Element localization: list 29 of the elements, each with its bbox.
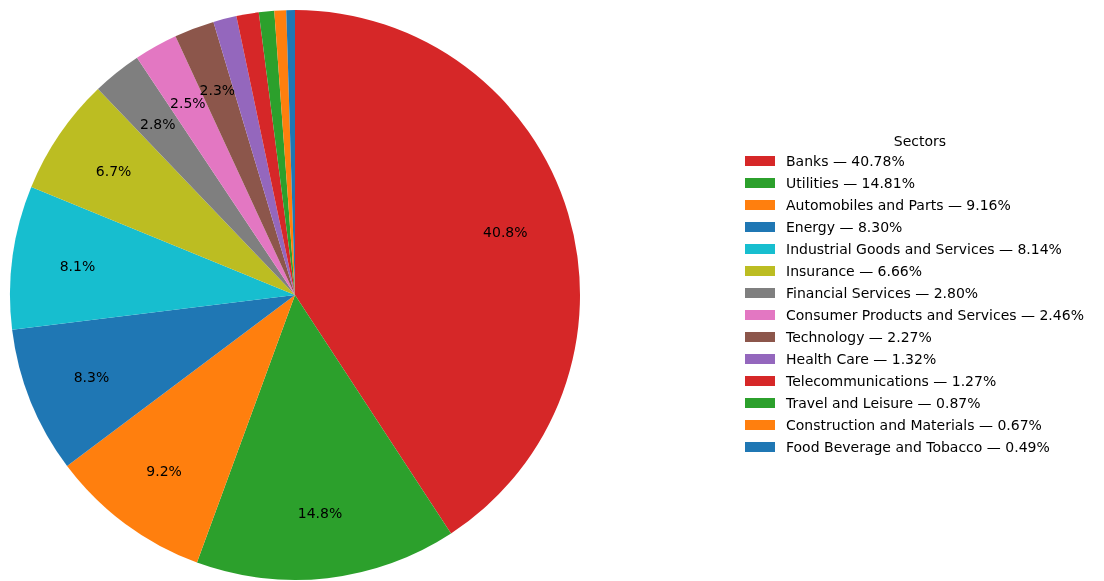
legend-label: Technology — 2.27% <box>785 329 932 345</box>
legend-label: Utilities — 14.81% <box>786 175 915 191</box>
pie-slice <box>12 295 295 467</box>
legend-label: Food Beverage and Tobacco — 0.49% <box>786 439 1050 455</box>
legend-label: Insurance — 6.66% <box>786 263 923 279</box>
legend-label: Energy — 8.30% <box>786 219 903 235</box>
pie-slice <box>10 186 295 330</box>
legend-label: Travel and Leisure — 0.87% <box>785 395 981 411</box>
pie-slice <box>97 57 295 295</box>
legend-label: Health Care — 1.32% <box>786 351 937 367</box>
data-label: 9.2% <box>146 463 182 480</box>
data-label: 8.3% <box>73 369 110 386</box>
legend-label: Financial Services — 2.80% <box>786 285 979 301</box>
pie-slice <box>137 36 295 295</box>
legend-label: Banks — 40.78% <box>786 153 905 169</box>
legend-label: Construction and Materials — 0.67% <box>786 417 1042 433</box>
data-label: 14.8% <box>297 505 343 522</box>
pie-slice <box>67 295 295 563</box>
legend-label: Telecommunications — 1.27% <box>785 373 997 389</box>
data-label: 6.7% <box>95 163 132 180</box>
legend-title: Sectors <box>893 133 947 149</box>
pie-slice <box>196 295 452 580</box>
legend-label: Consumer Products and Services — 2.46% <box>786 307 1084 323</box>
legend-label: Automobiles and Parts — 9.16% <box>786 197 1011 213</box>
legend-label: Industrial Goods and Services — 8.14% <box>786 241 1062 257</box>
data-label: 2.5% <box>170 95 206 112</box>
data-label: 2.8% <box>140 115 176 132</box>
data-label: 8.1% <box>59 257 96 274</box>
data-label: 40.8% <box>483 224 528 241</box>
